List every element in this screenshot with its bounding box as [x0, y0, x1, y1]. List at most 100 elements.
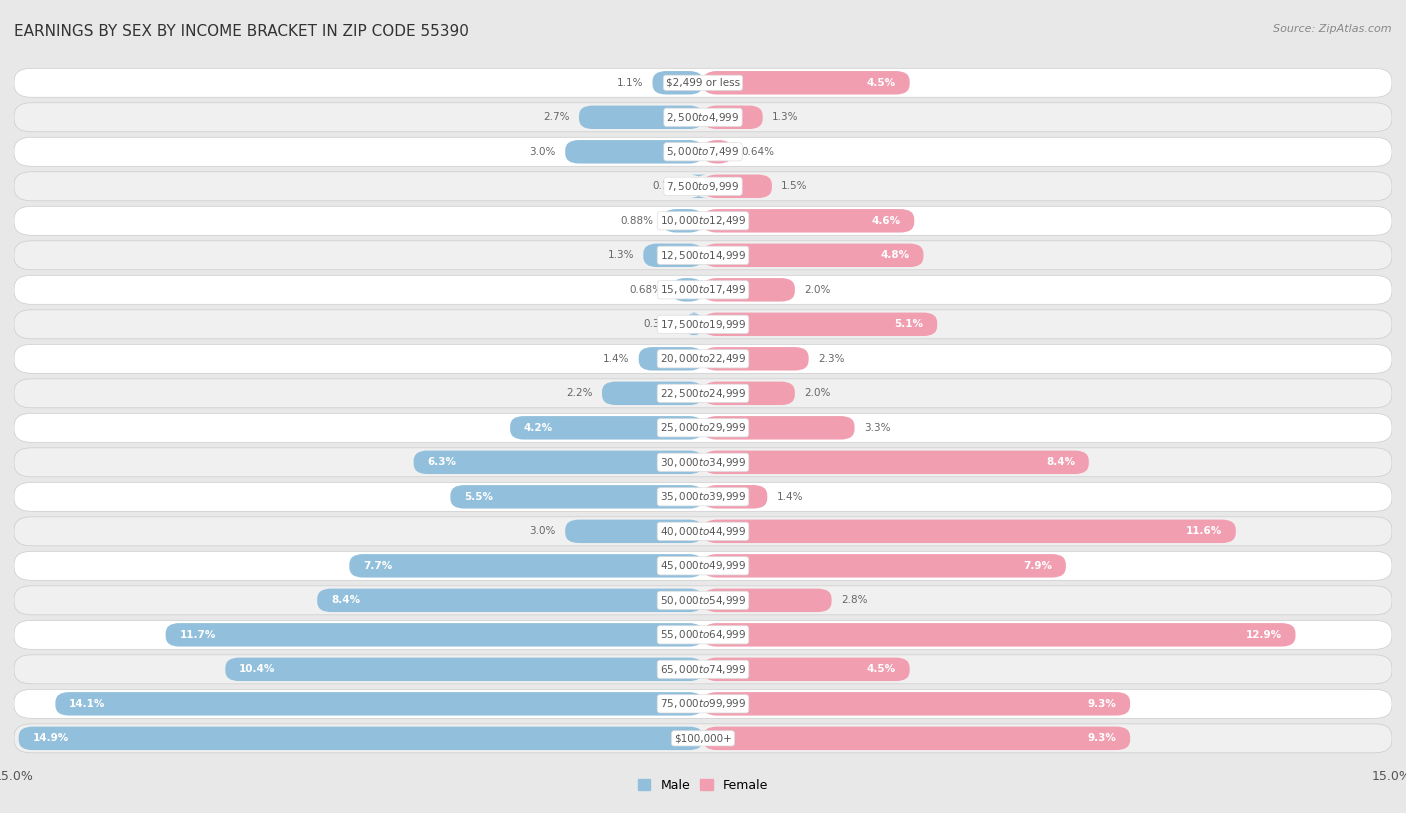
Text: 0.64%: 0.64% — [741, 147, 775, 157]
FancyBboxPatch shape — [14, 172, 1392, 201]
FancyBboxPatch shape — [565, 140, 703, 163]
FancyBboxPatch shape — [703, 589, 831, 612]
FancyBboxPatch shape — [14, 724, 1392, 753]
FancyBboxPatch shape — [14, 551, 1392, 580]
Text: $12,500 to $14,999: $12,500 to $14,999 — [659, 249, 747, 262]
Text: 4.5%: 4.5% — [866, 78, 896, 88]
Text: 7.9%: 7.9% — [1024, 561, 1052, 571]
Text: 14.1%: 14.1% — [69, 699, 105, 709]
Text: $22,500 to $24,999: $22,500 to $24,999 — [659, 387, 747, 400]
Text: $20,000 to $22,499: $20,000 to $22,499 — [659, 352, 747, 365]
Text: $50,000 to $54,999: $50,000 to $54,999 — [659, 593, 747, 606]
Text: $45,000 to $49,999: $45,000 to $49,999 — [659, 559, 747, 572]
FancyBboxPatch shape — [14, 241, 1392, 270]
Text: 2.8%: 2.8% — [841, 595, 868, 606]
FancyBboxPatch shape — [703, 175, 772, 198]
FancyBboxPatch shape — [689, 175, 709, 198]
FancyBboxPatch shape — [672, 278, 703, 302]
FancyBboxPatch shape — [225, 658, 703, 681]
FancyBboxPatch shape — [703, 658, 910, 681]
FancyBboxPatch shape — [703, 209, 914, 233]
Text: 4.6%: 4.6% — [872, 215, 900, 226]
Text: 9.3%: 9.3% — [1087, 699, 1116, 709]
Text: 1.1%: 1.1% — [617, 78, 644, 88]
FancyBboxPatch shape — [703, 692, 1130, 715]
Text: 4.8%: 4.8% — [880, 250, 910, 260]
FancyBboxPatch shape — [413, 450, 703, 474]
FancyBboxPatch shape — [565, 520, 703, 543]
FancyBboxPatch shape — [703, 520, 1236, 543]
Text: 14.9%: 14.9% — [32, 733, 69, 743]
Text: $5,000 to $7,499: $5,000 to $7,499 — [666, 146, 740, 159]
Text: 1.3%: 1.3% — [772, 112, 799, 122]
FancyBboxPatch shape — [703, 140, 733, 163]
Text: 5.1%: 5.1% — [894, 320, 924, 329]
FancyBboxPatch shape — [14, 102, 1392, 132]
Text: 9.3%: 9.3% — [1087, 733, 1116, 743]
FancyBboxPatch shape — [703, 416, 855, 440]
FancyBboxPatch shape — [638, 347, 703, 371]
FancyBboxPatch shape — [703, 312, 938, 336]
FancyBboxPatch shape — [14, 137, 1392, 167]
Text: 1.4%: 1.4% — [776, 492, 803, 502]
Text: 1.5%: 1.5% — [782, 181, 807, 191]
Text: $15,000 to $17,499: $15,000 to $17,499 — [659, 283, 747, 296]
Text: 0.68%: 0.68% — [630, 285, 662, 295]
Legend: Male, Female: Male, Female — [633, 774, 773, 797]
FancyBboxPatch shape — [14, 689, 1392, 719]
Text: 0.39%: 0.39% — [643, 320, 676, 329]
FancyBboxPatch shape — [703, 347, 808, 371]
Text: $25,000 to $29,999: $25,000 to $29,999 — [659, 421, 747, 434]
Text: 2.7%: 2.7% — [543, 112, 569, 122]
FancyBboxPatch shape — [14, 379, 1392, 408]
Text: 7.7%: 7.7% — [363, 561, 392, 571]
FancyBboxPatch shape — [703, 381, 794, 405]
Text: 4.2%: 4.2% — [524, 423, 553, 433]
Text: 0.88%: 0.88% — [620, 215, 654, 226]
Text: 8.4%: 8.4% — [330, 595, 360, 606]
Text: 12.9%: 12.9% — [1246, 630, 1282, 640]
FancyBboxPatch shape — [703, 71, 910, 94]
Text: 1.3%: 1.3% — [607, 250, 634, 260]
FancyBboxPatch shape — [703, 727, 1130, 750]
FancyBboxPatch shape — [18, 727, 703, 750]
FancyBboxPatch shape — [602, 381, 703, 405]
Text: 11.7%: 11.7% — [180, 630, 215, 640]
FancyBboxPatch shape — [14, 482, 1392, 511]
Text: $65,000 to $74,999: $65,000 to $74,999 — [659, 663, 747, 676]
Text: Source: ZipAtlas.com: Source: ZipAtlas.com — [1274, 24, 1392, 34]
Text: $7,500 to $9,999: $7,500 to $9,999 — [666, 180, 740, 193]
FancyBboxPatch shape — [662, 209, 703, 233]
FancyBboxPatch shape — [579, 106, 703, 129]
Text: $35,000 to $39,999: $35,000 to $39,999 — [659, 490, 747, 503]
Text: $40,000 to $44,999: $40,000 to $44,999 — [659, 525, 747, 538]
FancyBboxPatch shape — [703, 450, 1088, 474]
FancyBboxPatch shape — [14, 276, 1392, 304]
Text: 3.0%: 3.0% — [530, 526, 555, 537]
FancyBboxPatch shape — [14, 448, 1392, 476]
Text: 2.0%: 2.0% — [804, 285, 831, 295]
FancyBboxPatch shape — [14, 517, 1392, 546]
FancyBboxPatch shape — [652, 71, 703, 94]
FancyBboxPatch shape — [14, 654, 1392, 684]
Text: EARNINGS BY SEX BY INCOME BRACKET IN ZIP CODE 55390: EARNINGS BY SEX BY INCOME BRACKET IN ZIP… — [14, 24, 470, 39]
Text: 2.3%: 2.3% — [818, 354, 845, 363]
Text: $75,000 to $99,999: $75,000 to $99,999 — [659, 698, 747, 711]
Text: 8.4%: 8.4% — [1046, 458, 1076, 467]
FancyBboxPatch shape — [14, 68, 1392, 98]
Text: 2.0%: 2.0% — [804, 389, 831, 398]
FancyBboxPatch shape — [14, 620, 1392, 650]
Text: $17,500 to $19,999: $17,500 to $19,999 — [659, 318, 747, 331]
Text: $2,499 or less: $2,499 or less — [666, 78, 740, 88]
FancyBboxPatch shape — [55, 692, 703, 715]
FancyBboxPatch shape — [685, 312, 703, 336]
Text: 6.3%: 6.3% — [427, 458, 457, 467]
Text: 3.0%: 3.0% — [530, 147, 555, 157]
Text: 1.4%: 1.4% — [603, 354, 630, 363]
FancyBboxPatch shape — [703, 278, 794, 302]
Text: 2.2%: 2.2% — [567, 389, 593, 398]
Text: 3.3%: 3.3% — [863, 423, 890, 433]
Text: $30,000 to $34,999: $30,000 to $34,999 — [659, 456, 747, 469]
Text: 10.4%: 10.4% — [239, 664, 276, 674]
FancyBboxPatch shape — [644, 244, 703, 267]
